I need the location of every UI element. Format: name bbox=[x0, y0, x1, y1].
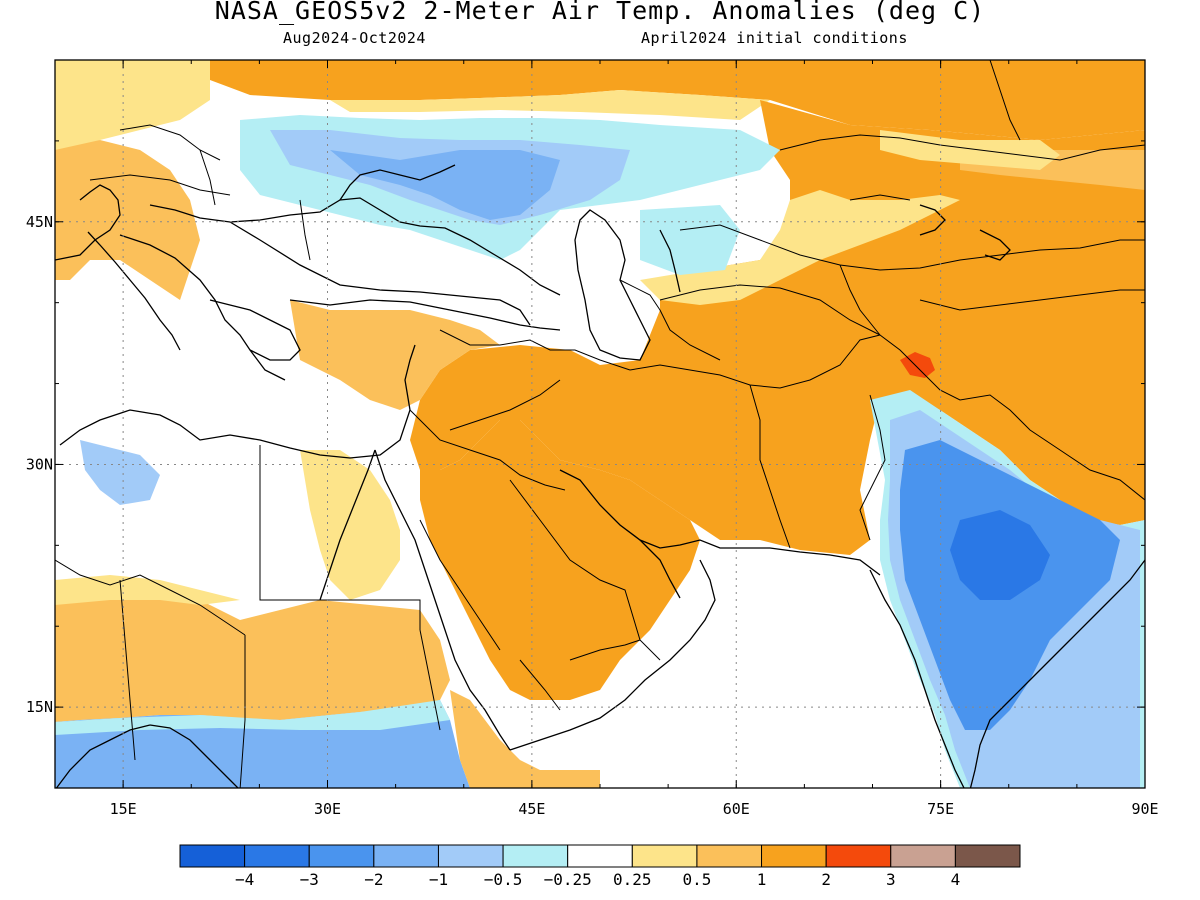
cyan-anomaly-east-africa bbox=[55, 700, 450, 735]
colorbar-tick-label: 1 bbox=[757, 870, 767, 889]
colorbar-swatch bbox=[954, 844, 1021, 868]
colorbar-swatch bbox=[502, 844, 569, 868]
colorbar-swatch bbox=[437, 844, 504, 868]
colorbar-tick-label: −0.25 bbox=[544, 870, 592, 889]
yellow-anomaly-mongolia bbox=[880, 130, 1060, 170]
colorbar-tick-label: −2 bbox=[364, 870, 383, 889]
country-borders bbox=[55, 60, 1145, 788]
map-plot-area bbox=[55, 60, 1145, 788]
colorbar bbox=[179, 844, 1021, 868]
lon-tick-label: 60E bbox=[723, 800, 750, 818]
colorbar-tick-label: 4 bbox=[951, 870, 961, 889]
colorbar-swatch bbox=[308, 844, 375, 868]
lat-tick-label: 30N bbox=[26, 455, 53, 473]
colorbar-swatch bbox=[179, 844, 246, 868]
colorbar-tick-label: 2 bbox=[821, 870, 831, 889]
orange-anomaly-central-asia bbox=[410, 100, 1145, 555]
orange-anomaly-north bbox=[210, 60, 1145, 140]
colorbar-tick-label: −3 bbox=[300, 870, 319, 889]
lon-tick-label: 30E bbox=[314, 800, 341, 818]
yellow-anomaly-egypt bbox=[300, 450, 400, 600]
axis-ticks bbox=[55, 60, 1146, 788]
lat-tick-label: 45N bbox=[26, 213, 53, 231]
blue-anomaly-volga bbox=[330, 150, 560, 220]
map-title: NASA_GEOS5v2 2-Meter Air Temp. Anomalies… bbox=[214, 0, 986, 25]
lon-tick-label: 45E bbox=[518, 800, 545, 818]
lon-tick-label: 90E bbox=[1131, 800, 1158, 818]
colorbar-swatch bbox=[567, 844, 633, 868]
orange-anomaly-arabia bbox=[420, 420, 700, 700]
initial-conditions: April2024 initial conditions bbox=[641, 29, 908, 47]
colorbar-tick-label: 0.5 bbox=[682, 870, 711, 889]
colorbar-tick-label: 3 bbox=[886, 870, 896, 889]
yellow-anomaly-belt bbox=[640, 190, 960, 305]
colorbar-tick-label: 0.25 bbox=[613, 870, 652, 889]
cyan-anomaly-kazakh-halo bbox=[640, 205, 740, 275]
latitude-labels: 45N 30N 15N bbox=[26, 213, 53, 716]
colorbar-swatch bbox=[890, 844, 956, 868]
deep-blue-anomaly-india bbox=[950, 510, 1050, 600]
colorbar-swatch bbox=[761, 844, 827, 868]
colorbar-tick-label: −4 bbox=[235, 870, 254, 889]
colorbar-labels: −4 −3 −2 −1 −0.5 −0.25 0.25 0.5 1 2 3 4 bbox=[235, 870, 960, 889]
colorbar-tick-label: −1 bbox=[429, 870, 448, 889]
longitude-labels: 15E 30E 45E 60E 75E 90E bbox=[110, 800, 1159, 818]
lightorange-anomaly-horn bbox=[450, 690, 600, 788]
colorbar-tick-label: −0.5 bbox=[484, 870, 523, 889]
colorbar-swatch bbox=[373, 844, 439, 868]
colorbar-swatch bbox=[825, 844, 892, 868]
colorbar-swatch bbox=[696, 844, 763, 868]
map-gridlines bbox=[55, 60, 1145, 788]
lightorange-anomaly-levant bbox=[290, 300, 500, 410]
lat-tick-label: 15N bbox=[26, 698, 53, 716]
colorbar-swatch bbox=[631, 844, 698, 868]
coastlines bbox=[55, 164, 1145, 788]
blue-anomaly-west-sahara bbox=[80, 440, 160, 505]
lon-tick-label: 75E bbox=[927, 800, 954, 818]
colorbar-swatch bbox=[244, 844, 310, 868]
lon-tick-label: 15E bbox=[110, 800, 137, 818]
forecast-period: Aug2024-Oct2024 bbox=[283, 29, 426, 47]
lightorange-anomaly-sahel bbox=[55, 590, 450, 722]
yellow-anomaly-northwest bbox=[55, 60, 210, 150]
yellow-anomaly-north bbox=[330, 90, 770, 120]
